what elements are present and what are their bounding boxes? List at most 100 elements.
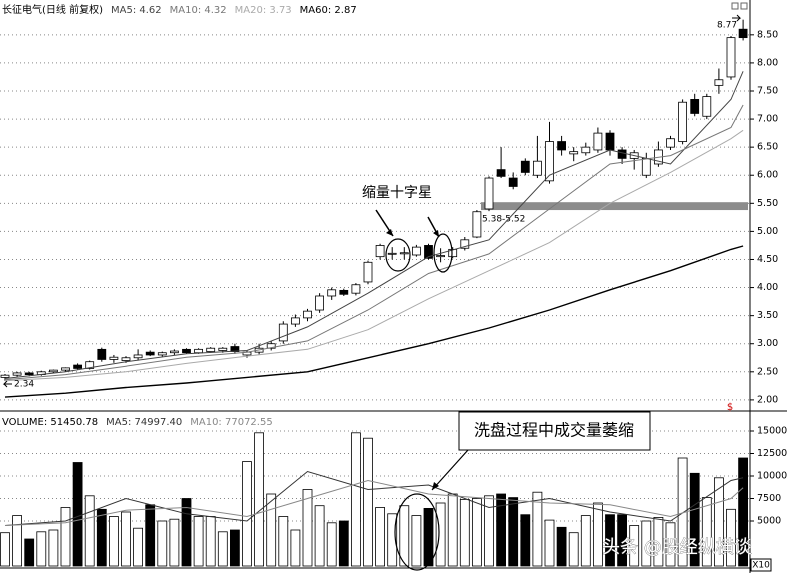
panel-title: 长征电气(日线 前复权) <box>2 3 103 16</box>
y-tick-label: 2.00 <box>757 394 778 405</box>
volume-bar <box>157 520 168 567</box>
candle-body <box>738 28 748 39</box>
volume-bar <box>266 493 277 567</box>
candle-body <box>61 367 70 371</box>
volume-bar <box>665 522 676 567</box>
watermark: 头条 @股经纵横谈 <box>602 537 752 558</box>
y-tick-label: 7500 <box>757 493 781 504</box>
volume-bar <box>254 432 265 567</box>
candle-body <box>569 151 579 155</box>
volume-bar <box>435 502 446 567</box>
y-tick-label: 3.50 <box>757 310 778 321</box>
candle-body <box>339 289 349 295</box>
volume-bar <box>48 529 59 567</box>
volume-bar <box>145 504 156 567</box>
volume-bar <box>60 507 71 567</box>
y-tick-label: 5.50 <box>757 198 778 209</box>
candle-body <box>182 348 191 354</box>
volume-bar <box>471 498 482 567</box>
window-icon[interactable] <box>731 2 739 10</box>
volume-bar <box>520 514 531 567</box>
volume-bar <box>133 527 144 567</box>
candle-body <box>351 284 361 294</box>
volume-bar <box>169 518 180 567</box>
candle-body <box>411 246 421 256</box>
y-tick-label: 2.50 <box>757 366 778 377</box>
arrow <box>431 449 469 491</box>
volume-bar <box>121 511 131 567</box>
zoom-label[interactable]: X10 <box>752 561 770 571</box>
candle-body <box>0 374 10 378</box>
volume-bar <box>72 462 83 567</box>
candle-body <box>496 169 506 177</box>
volume-bar <box>242 461 252 567</box>
plot: 2.00 2.50 3.00 3.50 4.00 4.50 5.00 5.50 6.00 6.50… <box>0 3 787 567</box>
arrow-head <box>433 230 439 237</box>
high-arrow <box>732 14 742 22</box>
volume-bar <box>653 517 664 567</box>
candle-body <box>49 369 58 373</box>
volume-bar <box>726 508 736 567</box>
volume-bar <box>580 515 591 567</box>
volume-bar <box>593 502 603 567</box>
y-tick-label: 7.50 <box>757 85 778 96</box>
annotation: 缩量十字星 <box>362 185 432 201</box>
y-tick-label: 8.50 <box>757 29 778 40</box>
y-tick-label: 3.00 <box>757 338 778 349</box>
candle-body <box>472 211 482 238</box>
volume-bar <box>326 522 337 567</box>
zoom-box[interactable] <box>750 558 772 572</box>
volume-bar <box>217 531 228 567</box>
candle-body <box>508 177 518 187</box>
candle-body <box>109 356 119 360</box>
volume-bar <box>350 432 361 567</box>
volume-bar <box>363 437 373 567</box>
candle-body <box>194 348 204 354</box>
candle-body <box>12 372 22 376</box>
volume-bar <box>109 516 119 567</box>
volume-bar <box>24 538 35 567</box>
candle-body <box>520 160 530 173</box>
high-label: 8.77 <box>717 21 737 31</box>
volume-bar <box>338 520 349 567</box>
candle-body <box>266 343 276 349</box>
y-tick-label: 12500 <box>757 448 787 459</box>
volume-bar <box>229 529 240 567</box>
legend-entry: MA5: 4.62 <box>111 5 162 16</box>
volume-bar <box>544 519 555 567</box>
candle-body <box>97 348 107 360</box>
candle-body <box>436 255 446 258</box>
candle-body <box>133 354 143 359</box>
volume-bar <box>290 529 301 567</box>
volume-bar <box>411 515 422 567</box>
window-icon[interactable] <box>740 2 748 10</box>
volume-bar <box>484 495 494 567</box>
y-tick-label: 8.00 <box>757 57 778 68</box>
candle-body <box>581 146 591 154</box>
candle-body <box>303 310 312 319</box>
annotation: 洗盘过程中成交量萎缩 <box>474 421 634 440</box>
volume-bar <box>459 498 470 567</box>
candle-body <box>85 361 95 369</box>
candle-body <box>702 96 712 117</box>
y-tick-label: 5000 <box>757 516 781 527</box>
candle-body <box>387 252 397 255</box>
candle-body <box>169 350 179 354</box>
y-tick-label: 4.00 <box>757 282 778 293</box>
legend-entry: MA20: 3.73 <box>235 5 292 16</box>
candle-body <box>533 160 542 176</box>
volume-bar <box>12 515 23 567</box>
volume-bar <box>96 508 107 567</box>
candle-body <box>363 261 373 283</box>
volume-bar <box>508 497 519 567</box>
volume-bar <box>532 491 543 567</box>
candle-body <box>327 289 337 297</box>
candle-body <box>145 351 155 356</box>
candle-body <box>24 372 34 376</box>
circle-mark <box>394 493 440 571</box>
candle-body <box>157 352 167 356</box>
candle-body <box>666 138 675 148</box>
volume-bar <box>617 514 627 567</box>
